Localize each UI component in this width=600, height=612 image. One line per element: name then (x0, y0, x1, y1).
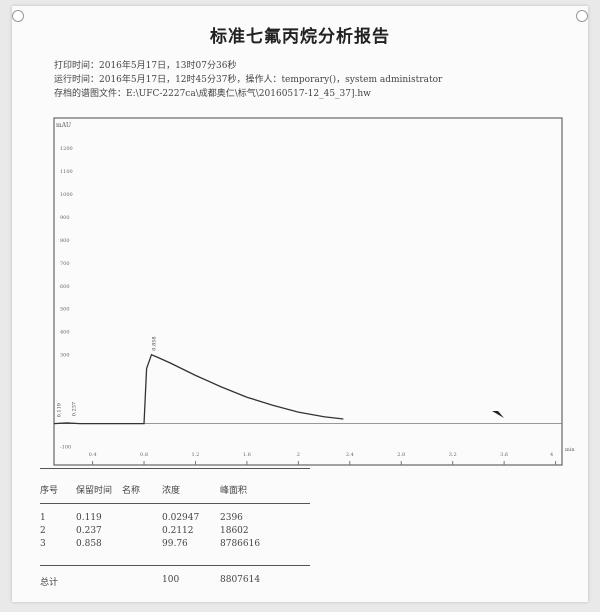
y-tick-label: 600 (60, 284, 70, 290)
table-cell: 0.858 (76, 539, 102, 549)
y-axis-label: mAU (56, 122, 71, 129)
report-page: 标准七氟丙烷分析报告 打印时间：2016年5月17日，13时07分36秒 运行时… (12, 6, 588, 602)
y-tick-label: 500 (60, 307, 70, 313)
table-cell: 0.02947 (162, 513, 200, 523)
table-cell: 0.237 (76, 526, 102, 536)
x-tick-label: 1.2 (191, 452, 199, 458)
pin-icon (576, 10, 588, 22)
table-cell: 2 (40, 526, 46, 536)
y-tick-label: 1200 (60, 146, 73, 152)
divider (40, 468, 310, 469)
y-tick-label: 1000 (60, 192, 73, 198)
header-conc: 浓度 (162, 486, 181, 496)
peak-label: 0.119 (56, 403, 62, 417)
y-tick-label: 900 (60, 215, 70, 221)
header-index: 序号 (40, 486, 59, 496)
table-cell: 0.2112 (162, 526, 194, 536)
header-rt: 保留时间 (76, 486, 113, 496)
header-area: 峰面积 (220, 486, 248, 496)
mark (492, 411, 504, 418)
print-time: 打印时间：2016年5月17日，13时07分36秒 (54, 61, 237, 71)
x-tick-label: 3.6 (500, 452, 508, 458)
total-label: 总计 (40, 578, 59, 588)
total-area: 8807614 (220, 575, 261, 585)
x-tick-label: 2.4 (346, 452, 354, 458)
table-cell: 99.76 (162, 539, 188, 549)
data-file: 存档的谱图文件：E:\UFC-2227ca\成都奥仁\标气\20160517-1… (54, 89, 371, 99)
report-title: 标准七氟丙烷分析报告 (210, 27, 390, 47)
divider (40, 565, 310, 566)
run-time: 运行时间：2016年5月17日，12时45分37秒，操作人：temporary(… (54, 75, 443, 85)
total-conc: 100 (162, 575, 180, 585)
header-name: 名称 (122, 486, 141, 496)
table-cell: 1 (40, 513, 46, 523)
table-cell: 0.119 (76, 513, 102, 523)
x-tick-label: 1.6 (243, 452, 251, 458)
pin-icon (12, 10, 24, 22)
table-cell: 8786616 (220, 539, 261, 549)
y-tick-label: 400 (60, 330, 70, 336)
x-tick-label: 2.8 (397, 452, 405, 458)
table-cell: 2396 (220, 513, 243, 523)
x-tick-label: 2 (297, 452, 300, 458)
x-tick-label: 4 (550, 452, 553, 458)
x-tick-label: 0.4 (89, 452, 97, 458)
x-tick-label: 0.8 (140, 452, 148, 458)
signal-trace (53, 353, 344, 425)
plot-frame (53, 117, 563, 466)
y-tick-label: -100 (60, 445, 71, 451)
peak-label: 0.858 (151, 336, 157, 350)
table-cell: 3 (40, 539, 46, 549)
table-cell: 18602 (220, 526, 249, 536)
y-tick-label: 700 (60, 261, 70, 267)
peak-label: 0.237 (72, 402, 78, 416)
y-tick-label: 300 (60, 353, 70, 359)
x-tick-label: 3.2 (449, 452, 457, 458)
y-tick-label: 1100 (60, 169, 73, 175)
divider (40, 503, 310, 504)
y-tick-label: 800 (60, 238, 70, 244)
x-axis-label: min (565, 447, 575, 453)
